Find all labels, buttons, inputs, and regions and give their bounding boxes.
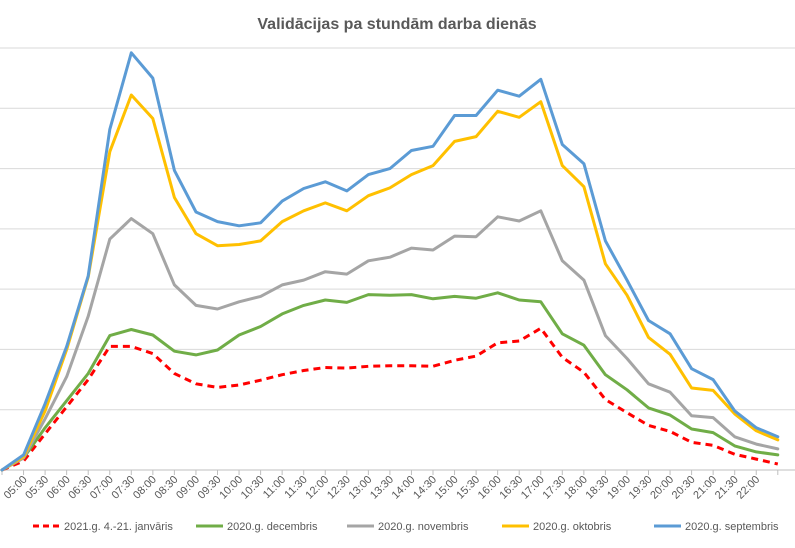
series-line-1 — [0, 291, 780, 472]
x-tick-label: 06:30 — [66, 474, 94, 502]
x-tick-label: 06:00 — [45, 474, 73, 502]
series-lines — [0, 51, 780, 472]
x-tick-label: 08:00 — [131, 474, 159, 502]
x-tick-label: 14:30 — [411, 474, 439, 502]
x-tick-label: 18:30 — [584, 474, 612, 502]
x-tick-label: 22:00 — [734, 474, 762, 502]
x-tick-label: 20:00 — [648, 474, 676, 502]
legend-label: 2020.g. oktobris — [533, 521, 612, 533]
x-axis — [0, 469, 795, 475]
x-tick-label: 19:00 — [605, 474, 633, 502]
x-tick-label: 11:00 — [261, 474, 288, 501]
x-tick-label: 13:00 — [347, 474, 375, 502]
x-tick-label: 05:30 — [23, 474, 51, 502]
x-tick-label: 21:30 — [713, 474, 741, 502]
gridlines — [0, 47, 795, 411]
x-tick-label: 09:00 — [174, 474, 202, 502]
x-tick-label: 10:00 — [217, 474, 245, 502]
x-tick-label: 07:00 — [88, 474, 116, 502]
x-tick-label: 14:00 — [390, 474, 418, 502]
x-tick-label: 16:00 — [476, 474, 504, 502]
legend-label: 2021.g. 4.-21. janvāris — [64, 521, 173, 533]
x-tick-label: 05:00 — [2, 474, 30, 502]
chart-title: Validācijas pa stundām darba dienās — [257, 16, 536, 33]
x-tick-label: 11:30 — [282, 474, 309, 501]
x-tick-label: 21:00 — [691, 474, 719, 502]
x-tick-label: 16:30 — [497, 474, 525, 502]
x-tick-label: 17:00 — [519, 474, 547, 502]
series-line-3 — [0, 93, 780, 472]
legend-label: 2020.g. novembris — [378, 521, 469, 533]
series-line-2 — [0, 209, 780, 472]
legend: 2021.g. 4.-21. janvāris 2020.g. decembris… — [33, 521, 779, 533]
x-tick-label: 07:30 — [109, 474, 137, 502]
series-line-4 — [0, 51, 780, 472]
x-tick-label: 18:00 — [562, 474, 590, 502]
x-tick-label: 15:30 — [454, 474, 482, 502]
series-line-0 — [1, 326, 779, 472]
x-tick-labels: 05:0005:3006:0006:3007:0007:3008:0008:30… — [2, 474, 763, 502]
legend-label: 2020.g. decembris — [227, 521, 318, 533]
x-tick-label: 10:30 — [239, 474, 267, 502]
x-tick-label: 19:30 — [627, 474, 655, 502]
x-tick-label: 20:30 — [670, 474, 698, 502]
x-tick-label: 15:00 — [433, 474, 461, 502]
x-tick-label: 08:30 — [153, 474, 181, 502]
x-tick-label: 13:30 — [368, 474, 396, 502]
x-tick-label: 12:00 — [303, 474, 331, 502]
legend-label: 2020.g. septembris — [685, 521, 779, 533]
x-tick-label: 12:30 — [325, 474, 353, 502]
x-tick-label: 09:30 — [196, 474, 224, 502]
x-tick-label: 17:30 — [540, 474, 568, 502]
